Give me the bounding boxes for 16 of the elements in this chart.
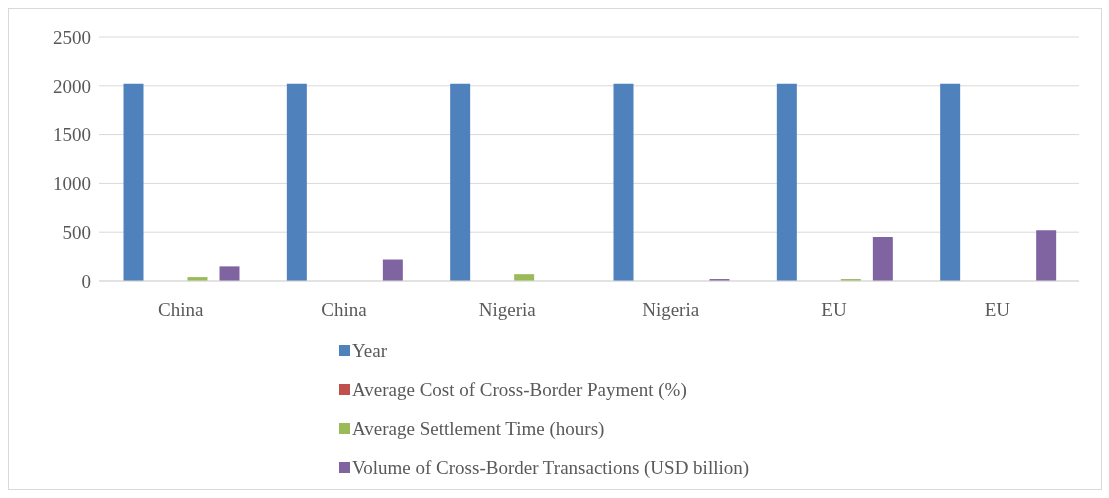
- x-tick-label: China: [157, 299, 204, 321]
- x-tick-label: Nigeria: [642, 299, 700, 321]
- legend-label: Average Settlement Time (hours): [352, 417, 605, 440]
- y-tick-label: 1500: [53, 124, 91, 146]
- legend-label: Volume of Cross-Border Transactions (USD billion): [352, 456, 750, 479]
- x-tick-label: EU: [984, 299, 1011, 321]
- y-tick-label: 2500: [53, 26, 91, 48]
- y-tick-label: 1000: [53, 173, 91, 195]
- legend-label: Year: [352, 339, 388, 362]
- y-tick-label: 500: [62, 221, 91, 243]
- y-tick-label: 0: [81, 270, 91, 292]
- x-tick-label: Nigeria: [478, 299, 537, 321]
- x-tick-label: EU: [821, 299, 847, 321]
- legend-label: Average Cost of Cross-Border Payment (%): [352, 378, 687, 401]
- x-tick-label: China: [321, 299, 368, 321]
- y-tick-label: 2000: [53, 75, 91, 97]
